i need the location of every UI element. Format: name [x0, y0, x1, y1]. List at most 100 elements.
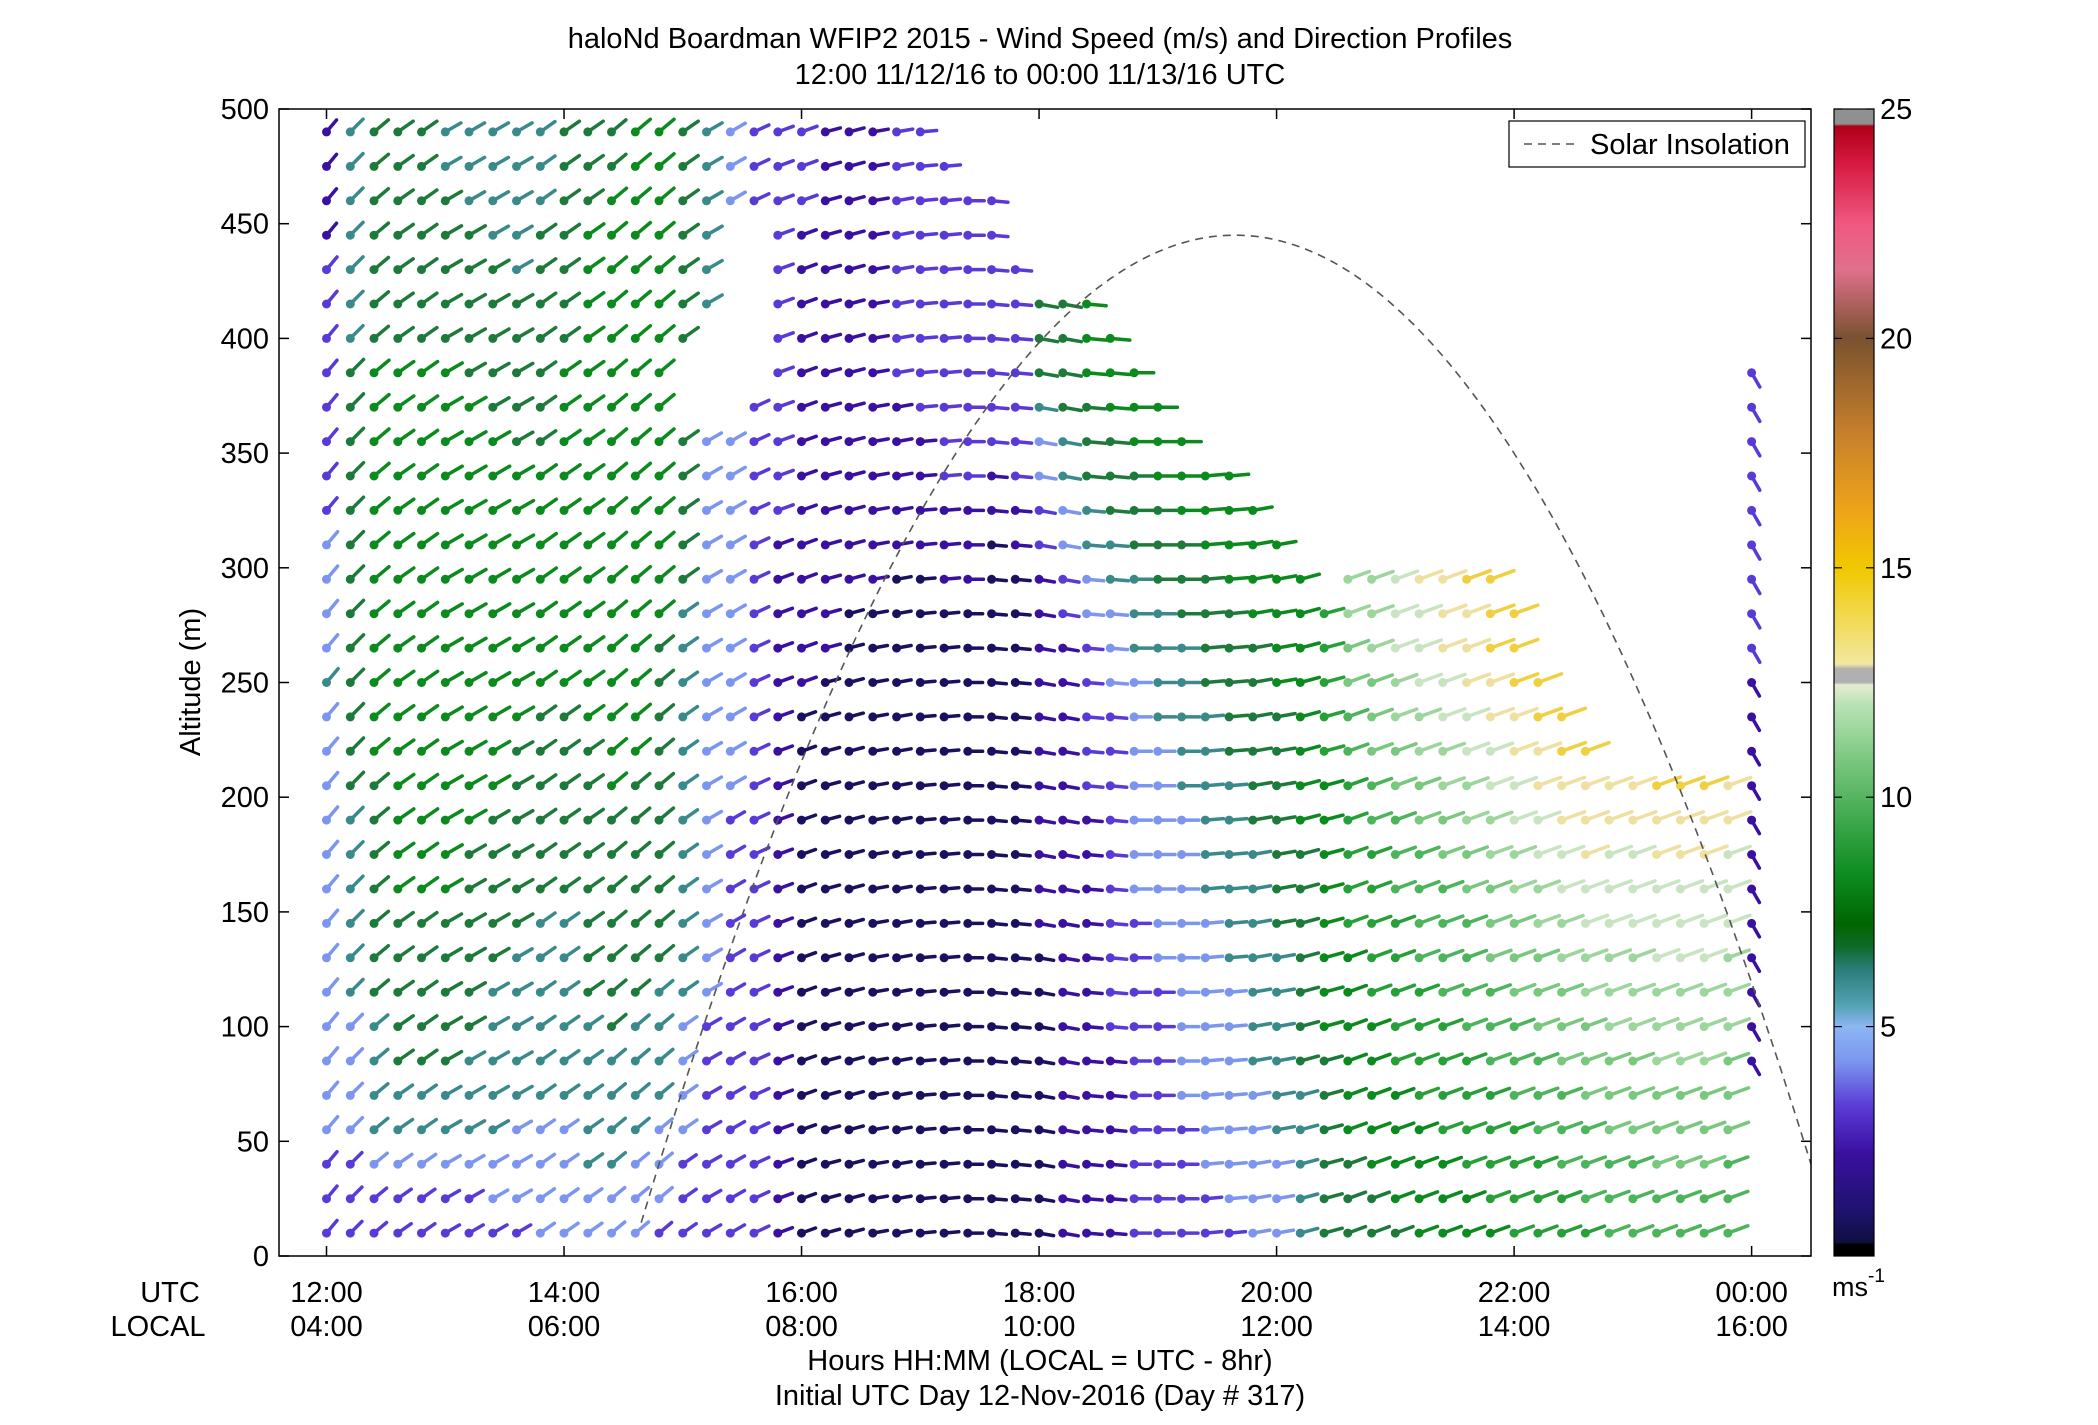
wind-barb-dot [868, 712, 878, 722]
wind-barb-dot [1604, 1159, 1614, 1169]
wind-barb-dot [1177, 540, 1187, 550]
wind-barb-dot [1580, 815, 1590, 825]
wind-barb-dot [1010, 437, 1020, 447]
wind-barb-dot [440, 161, 450, 171]
wind-barb-dot [559, 505, 569, 515]
wind-barb-dot [630, 678, 640, 687]
wind-barb-dot [1295, 1090, 1305, 1100]
wind-barb-dot [1343, 781, 1353, 791]
wind-barb-dot [725, 540, 735, 550]
wind-barb-dot [393, 127, 403, 137]
wind-barb-dot [1699, 1125, 1709, 1135]
wind-barb-dot [1129, 815, 1139, 825]
wind-barb-dot [1319, 746, 1329, 756]
wind-barb-dot [1224, 505, 1234, 515]
wind-barb-dot [1319, 884, 1329, 894]
wind-barb-dot [535, 1056, 545, 1066]
wind-barb-dot [797, 1125, 806, 1135]
wind-barb-dot [1319, 1125, 1329, 1135]
wind-barb-dot [1438, 781, 1448, 791]
wind-barb-dot [1675, 1125, 1685, 1135]
wind-barb-dot [797, 574, 806, 584]
wind-barb-dot [345, 1194, 355, 1204]
wind-barb-dot [1747, 1056, 1757, 1066]
wind-barb-dot [322, 230, 331, 240]
wind-barb-dot [844, 505, 854, 515]
wind-barb-dot [820, 987, 830, 997]
wind-barb-dot [488, 712, 498, 722]
wind-barb-dot [963, 574, 973, 584]
wind-barb-dot [1509, 1056, 1519, 1066]
wind-barb-dot [797, 368, 806, 378]
wind-barb-dot [1390, 918, 1400, 928]
wind-barb-dot [559, 781, 569, 791]
wind-barb-dot [1295, 1056, 1305, 1066]
wind-barb-dot [345, 1125, 355, 1135]
wind-barb-dot [1414, 1125, 1424, 1135]
wind-barb-dot [1248, 540, 1258, 550]
wind-barb-dot [1177, 1125, 1187, 1135]
wind-barb-dot [1533, 1159, 1543, 1169]
wind-barb-dot [892, 746, 902, 756]
wind-barb-dot [797, 1159, 806, 1169]
wind-barb-dot [844, 1056, 854, 1066]
wind-barb-dot [963, 1194, 973, 1204]
wind-barb-dot [630, 643, 640, 653]
wind-barb-dot [678, 1022, 688, 1032]
wind-barb-dot [322, 505, 331, 515]
wind-barb-dot [1675, 850, 1685, 859]
wind-barb-dot [915, 574, 925, 584]
wind-barb-dot [1105, 781, 1115, 791]
wind-barb-dot [369, 953, 379, 963]
wind-barb-dot [892, 265, 902, 275]
wind-barb-dot [1224, 609, 1234, 619]
wind-barb-dot [1723, 850, 1733, 859]
wind-barb-dot [725, 781, 735, 791]
wind-barb-dot [559, 918, 569, 928]
wind-barb-dot [749, 471, 759, 481]
wind-barb-dot [1295, 987, 1305, 997]
wind-barb-dot [369, 1022, 379, 1032]
wind-barb-dot [725, 1228, 735, 1238]
wind-barb-dot [987, 540, 997, 550]
wind-barb-dot [820, 540, 830, 550]
wind-barb-dot [464, 196, 474, 206]
wind-barb-dot [369, 987, 379, 997]
wind-barb-dot [535, 471, 545, 481]
wind-barb-dot [417, 1022, 426, 1032]
wind-barb-dot [1509, 987, 1519, 997]
wind-barb-dot [892, 333, 902, 343]
wind-barb-dot [654, 402, 664, 412]
wind-barb-dot [987, 1159, 997, 1169]
wind-barb-dot [915, 127, 925, 137]
wind-barb-dot [488, 987, 498, 997]
wind-barb-dot [1129, 402, 1139, 412]
wind-barb-dot [1058, 1125, 1068, 1135]
wind-barb-dot [393, 196, 403, 206]
wind-barb-dot [987, 1125, 997, 1135]
wind-barb-dot [1105, 1056, 1115, 1066]
wind-barb-dot [369, 884, 379, 894]
wind-barb-dot [1129, 1022, 1139, 1032]
wind-barb-dot [1533, 1194, 1543, 1204]
wind-barb-dot [630, 712, 640, 722]
wind-barb-dot [488, 746, 498, 756]
wind-barb-dot [1034, 712, 1044, 722]
wind-barb-dot [607, 196, 616, 206]
wind-barb-dot [464, 1056, 474, 1066]
wind-barb-dot [464, 471, 474, 481]
wind-barb-dot [607, 781, 616, 791]
wind-barb-dot [1747, 746, 1757, 756]
wind-barb-dot [1153, 1228, 1163, 1238]
y-tick-label: 400 [221, 323, 269, 355]
wind-barb-dot [1438, 678, 1448, 687]
wind-barb-dot [488, 884, 498, 894]
wind-barb-dot [630, 196, 640, 206]
wind-barb-dot [440, 712, 450, 722]
wind-barb-dot [1295, 746, 1305, 756]
wind-barb-dot [915, 505, 925, 515]
wind-barb-dot [702, 265, 711, 275]
wind-barb-dot [1485, 781, 1495, 791]
wind-barb-dot [1153, 1159, 1163, 1169]
colorbar-tick-label: 15 [1880, 553, 1912, 585]
